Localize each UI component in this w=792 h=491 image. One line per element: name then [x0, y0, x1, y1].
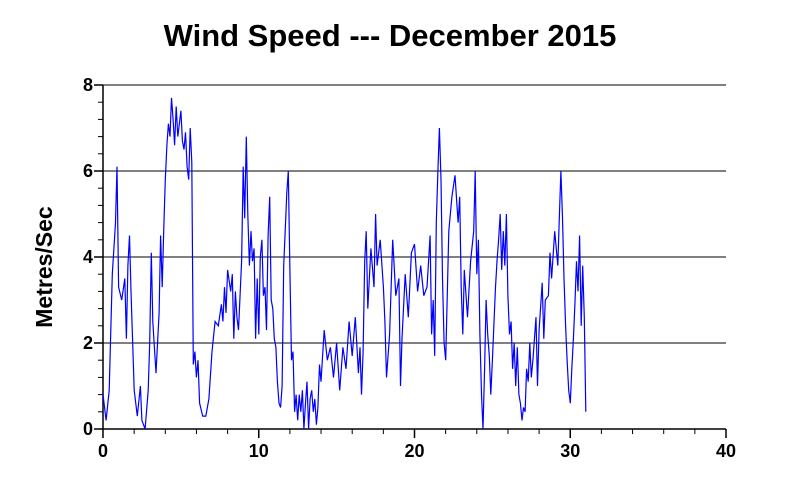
minor-ticks: [98, 101, 696, 434]
y-tick-label-2: 2: [83, 333, 93, 353]
tick-labels: 0 2 4 6 8 0 10 20 30 40: [83, 75, 736, 461]
x-tick-label-30: 30: [560, 441, 580, 461]
x-tick-label-0: 0: [98, 441, 108, 461]
x-tick-label-40: 40: [716, 441, 736, 461]
x-tick-label-20: 20: [404, 441, 424, 461]
y-tick-label-6: 6: [83, 161, 93, 181]
chart-title: Wind Speed --- December 2015: [163, 18, 617, 53]
gridlines: [103, 84, 726, 344]
wind-speed-series-line: [102, 97, 587, 430]
y-tick-label-8: 8: [83, 75, 93, 95]
x-tick-label-10: 10: [249, 441, 269, 461]
y-tick-label-4: 4: [83, 247, 93, 267]
y-tick-label-0: 0: [83, 419, 93, 439]
y-axis-label: Metres/Sec: [31, 206, 57, 328]
